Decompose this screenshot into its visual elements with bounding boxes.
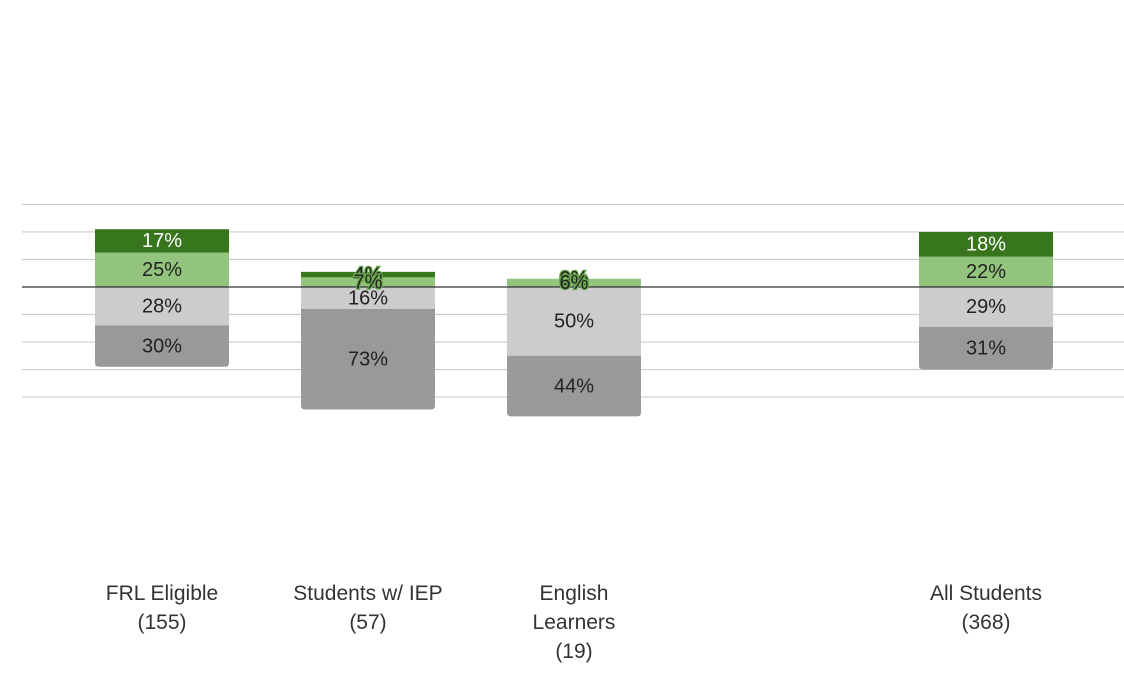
bar-segment: [95, 325, 229, 367]
segment-labels: 17% 25% 28% 30% 4%7%16% 73% 0%6% 50% 44% 18% 22% 29…: [142, 230, 1006, 397]
segment-label: 6%: [560, 272, 589, 294]
segment-label: 73%: [348, 349, 388, 371]
bar-stack-frl-eligible: [95, 229, 229, 367]
bar-segment: [95, 287, 229, 326]
category-label: All Students (368): [930, 582, 1042, 634]
bar-segment: [95, 229, 229, 253]
bar-stack-english-learners: [507, 278, 641, 417]
bar-segment: [301, 287, 435, 310]
bar-segment: [301, 271, 435, 278]
category-label-line: Students w/ IEP: [293, 582, 442, 605]
segment-label: 17%: [142, 230, 182, 252]
category-label-line: All Students: [930, 582, 1042, 605]
segment-label: 29%: [966, 296, 1006, 318]
bar-segment: [919, 231, 1053, 257]
bar-segment: [507, 287, 641, 356]
segment-label: 0%: [560, 268, 589, 290]
category-label-line: English: [540, 582, 609, 605]
bar-segment: [507, 278, 641, 287]
category-label-line: (368): [961, 611, 1010, 634]
segment-label: 4%: [354, 264, 383, 286]
category-label-line: (57): [349, 611, 386, 634]
bar-segment: [301, 309, 435, 410]
category-label-line: Learners: [533, 611, 616, 634]
bar-segment: [919, 326, 1053, 370]
segment-label: 7%: [354, 271, 383, 293]
bar-segment: [95, 252, 229, 287]
bar-segment: [919, 256, 1053, 287]
segment-label: 16%: [348, 287, 388, 309]
category-labels: FRL Eligible (155) Students w/ IEP (57) Engl…: [106, 582, 1042, 663]
bar-stack-all-students: [919, 231, 1053, 370]
bar-stack-students-w-iep: [301, 271, 435, 410]
segment-label: 28%: [142, 296, 182, 318]
segment-label: 50%: [554, 311, 594, 333]
bar-segment: [919, 287, 1053, 327]
category-label-line: FRL Eligible: [106, 582, 218, 605]
segment-label: 25%: [142, 259, 182, 281]
category-label-line: (155): [137, 611, 186, 634]
segment-label: 44%: [554, 375, 594, 397]
segment-label: 30%: [142, 335, 182, 357]
bar-stacks: [95, 229, 1053, 417]
bar-segment: [507, 355, 641, 417]
segment-label: 18%: [966, 234, 1006, 256]
segment-label: 31%: [966, 338, 1006, 360]
segment-label: 22%: [966, 261, 1006, 283]
category-label: Students w/ IEP (57): [293, 582, 442, 634]
bar-segment: [301, 277, 435, 287]
category-label: English Learners (19): [533, 582, 616, 663]
category-label-line: (19): [555, 640, 592, 663]
category-label: FRL Eligible (155): [106, 582, 218, 634]
